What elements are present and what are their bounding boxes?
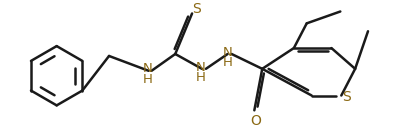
Text: N: N [223, 46, 232, 59]
Text: S: S [192, 2, 200, 16]
Text: O: O [250, 114, 261, 128]
Text: N: N [196, 61, 206, 74]
Text: N: N [143, 62, 152, 75]
Text: S: S [342, 91, 350, 104]
Text: H: H [143, 73, 152, 86]
Text: H: H [223, 56, 232, 69]
Text: H: H [196, 71, 206, 84]
